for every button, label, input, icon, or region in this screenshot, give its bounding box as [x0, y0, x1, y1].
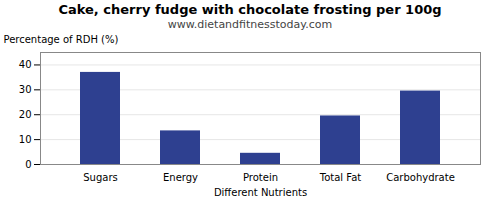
svg-text:Carbohydrate: Carbohydrate — [386, 172, 455, 183]
svg-text:10: 10 — [19, 134, 32, 145]
svg-text:40: 40 — [19, 59, 32, 70]
svg-text:Protein: Protein — [243, 172, 278, 183]
svg-text:30: 30 — [19, 84, 32, 95]
svg-text:Different Nutrients: Different Nutrients — [214, 187, 307, 198]
svg-text:0: 0 — [25, 159, 31, 170]
svg-text:Total Fat: Total Fat — [319, 172, 361, 183]
svg-text:Percentage of RDH (%): Percentage of RDH (%) — [4, 34, 119, 45]
html-text:www.dietandfitnesstoday.com: www.dietandfitnesstoday.com — [167, 18, 333, 31]
html-text:Cake, cherry fudge with chocol: Cake, cherry fudge with chocolate frosti… — [58, 2, 442, 17]
svg-text:Sugars: Sugars — [83, 172, 117, 183]
svg-text:Energy: Energy — [163, 172, 198, 183]
svg-text:20: 20 — [19, 109, 32, 120]
